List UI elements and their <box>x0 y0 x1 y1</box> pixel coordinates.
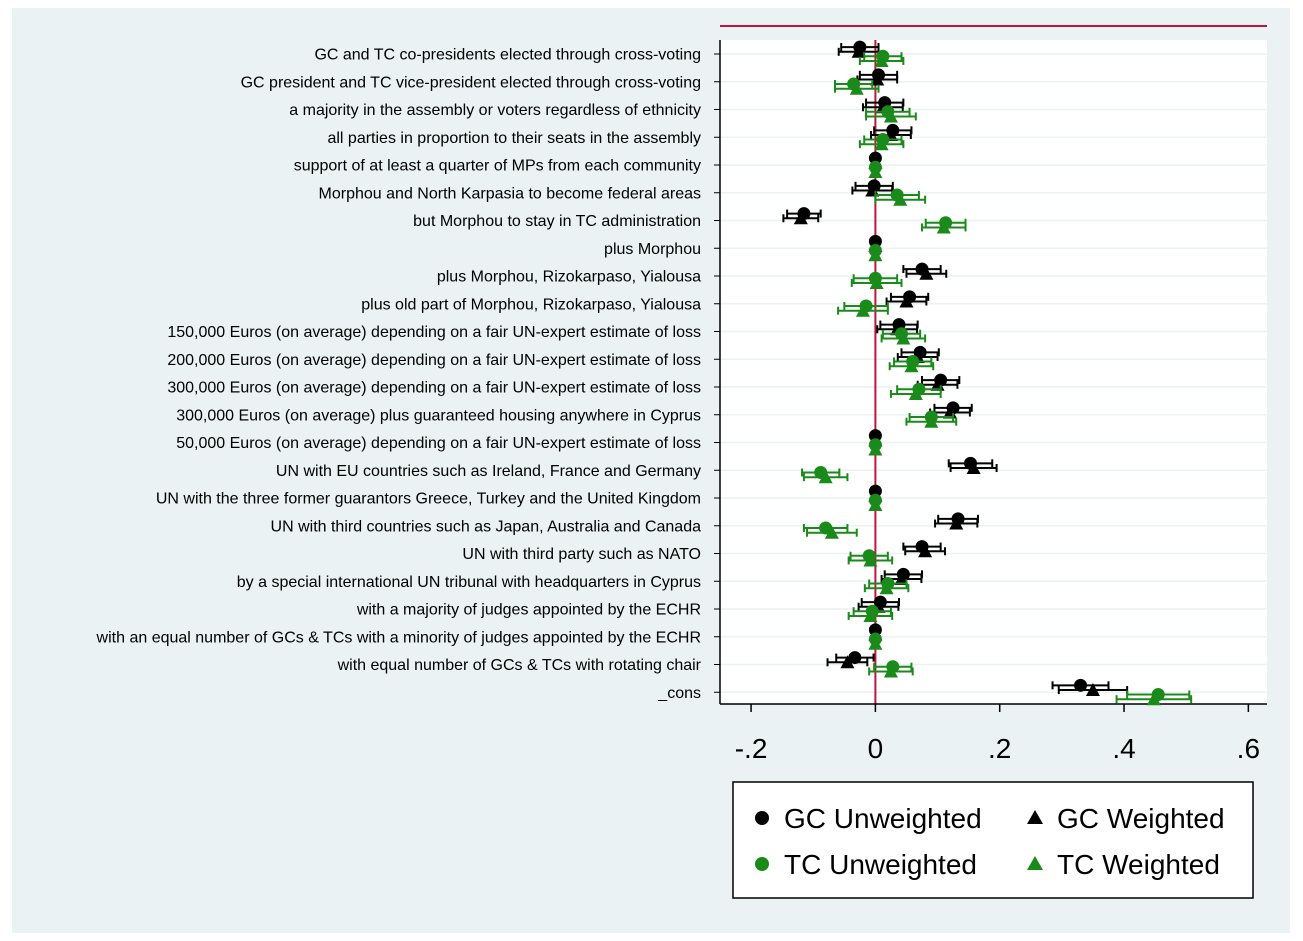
point-triangle <box>936 220 951 234</box>
point-triangle <box>896 331 911 345</box>
legend-box <box>732 781 1254 899</box>
legend-label: TC Weighted <box>1057 849 1220 880</box>
x-tick-label: .6 <box>1237 733 1260 764</box>
point-triangle <box>908 386 923 400</box>
legend-triangle-icon <box>1027 856 1043 870</box>
point-triangle <box>818 470 833 484</box>
point-triangle <box>874 53 889 67</box>
point-triangle <box>824 525 839 539</box>
y-tick-label: plus old part of Morphou, Rizokarpaso, Y… <box>361 296 701 313</box>
y-tick-label: by a special international UN tribunal w… <box>237 574 701 591</box>
y-tick-label: 50,000 Euros (on average) depending on a… <box>176 435 701 452</box>
point-triangle <box>874 137 889 151</box>
point-triangle <box>883 664 898 678</box>
point-triangle <box>855 303 870 317</box>
y-tick-label: plus Morphou <box>604 241 701 258</box>
x-tick-label: .2 <box>988 733 1011 764</box>
y-tick-label: UN with the three former guarantors Gree… <box>156 491 701 508</box>
y-tick-label: 200,000 Euros (on average) depending on … <box>167 352 701 369</box>
y-tick-label: with an equal number of GCs & TCs with a… <box>96 629 701 646</box>
y-tick-label: 300,000 Euros (on average) depending on … <box>167 380 701 397</box>
legend-item: TC Unweighted <box>755 849 977 880</box>
legend-circle-icon <box>755 811 769 825</box>
y-axis-category-labels: GC and TC co-presidents elected through … <box>96 47 720 702</box>
point-triangle <box>894 572 909 586</box>
point-triangle <box>924 414 939 428</box>
x-tick-label: 0 <box>868 733 884 764</box>
y-tick-label: support of at least a quarter of MPs fro… <box>294 158 701 175</box>
point-triangle <box>868 497 883 511</box>
legend-circle-icon <box>755 857 769 871</box>
y-tick-label: Morphou and North Karpasia to become fed… <box>319 185 701 202</box>
point-circle <box>848 651 862 665</box>
point-triangle <box>868 164 883 178</box>
y-tick-label: GC president and TC vice-president elect… <box>241 74 701 91</box>
y-tick-label: with equal number of GCs & TCs with rota… <box>337 657 702 674</box>
point-triangle <box>918 544 933 558</box>
y-tick-label: plus Morphou, Rizokarpaso, Yialousa <box>437 269 701 286</box>
legend-label: GC Weighted <box>1057 803 1225 834</box>
y-tick-label: but Morphou to stay in TC administration <box>413 213 701 230</box>
legend-label: GC Unweighted <box>784 803 982 834</box>
point-triangle <box>868 636 883 650</box>
point-triangle <box>883 109 898 123</box>
x-axis-ticks: -.2 0 .2 .4 .6 <box>735 704 1260 764</box>
legend-item: GC Unweighted <box>755 803 982 834</box>
y-tick-label: UN with EU countries such as Ireland, Fr… <box>276 463 701 480</box>
point-triangle <box>1146 692 1161 706</box>
legend-triangle-icon <box>1027 810 1043 824</box>
horizontal-gridlines <box>720 53 1267 693</box>
point-triangle <box>893 192 908 206</box>
y-tick-label: all parties in proportion to their seats… <box>327 130 701 147</box>
point-triangle <box>868 442 883 456</box>
point-circle <box>1074 678 1088 692</box>
point-triangle <box>879 581 894 595</box>
point-triangle <box>869 275 884 289</box>
y-tick-label: UN with third party such as NATO <box>462 546 701 563</box>
point-triangle <box>870 72 885 86</box>
y-tick-label: 300,000 Euros (on average) plus guarante… <box>176 407 701 424</box>
point-triangle <box>1085 683 1100 697</box>
point-triangle <box>919 266 934 280</box>
point-triangle <box>851 44 866 58</box>
x-tick-label: .4 <box>1112 733 1135 764</box>
point-triangle <box>849 81 864 95</box>
point-triangle <box>868 248 883 262</box>
point-triangle <box>949 516 964 530</box>
point-triangle <box>863 553 878 567</box>
point-triangle <box>899 294 914 308</box>
y-tick-label: GC and TC co-presidents elected through … <box>314 47 701 64</box>
y-tick-label: a majority in the assembly or voters reg… <box>289 102 701 119</box>
point-triangle <box>904 359 919 373</box>
point-triangle <box>840 655 855 669</box>
y-tick-label: UN with third countries such as Japan, A… <box>271 518 702 535</box>
point-triangle <box>793 211 808 225</box>
legend: GC Unweighted GC Weighted TC Unweighted TC … <box>732 781 1254 899</box>
y-tick-label: _cons <box>657 685 701 702</box>
legend-label: TC Unweighted <box>784 849 977 880</box>
plot-area <box>720 40 1267 704</box>
coefficient-marks <box>782 40 1193 706</box>
legend-item: TC Weighted <box>1027 849 1220 880</box>
legend-item: GC Weighted <box>1027 803 1225 834</box>
point-triangle <box>966 461 981 475</box>
y-tick-label: 150,000 Euros (on average) depending on … <box>167 324 701 341</box>
point-triangle <box>863 608 878 622</box>
y-tick-label: with a majority of judges appointed by t… <box>356 602 701 619</box>
x-tick-label: -.2 <box>735 733 768 764</box>
